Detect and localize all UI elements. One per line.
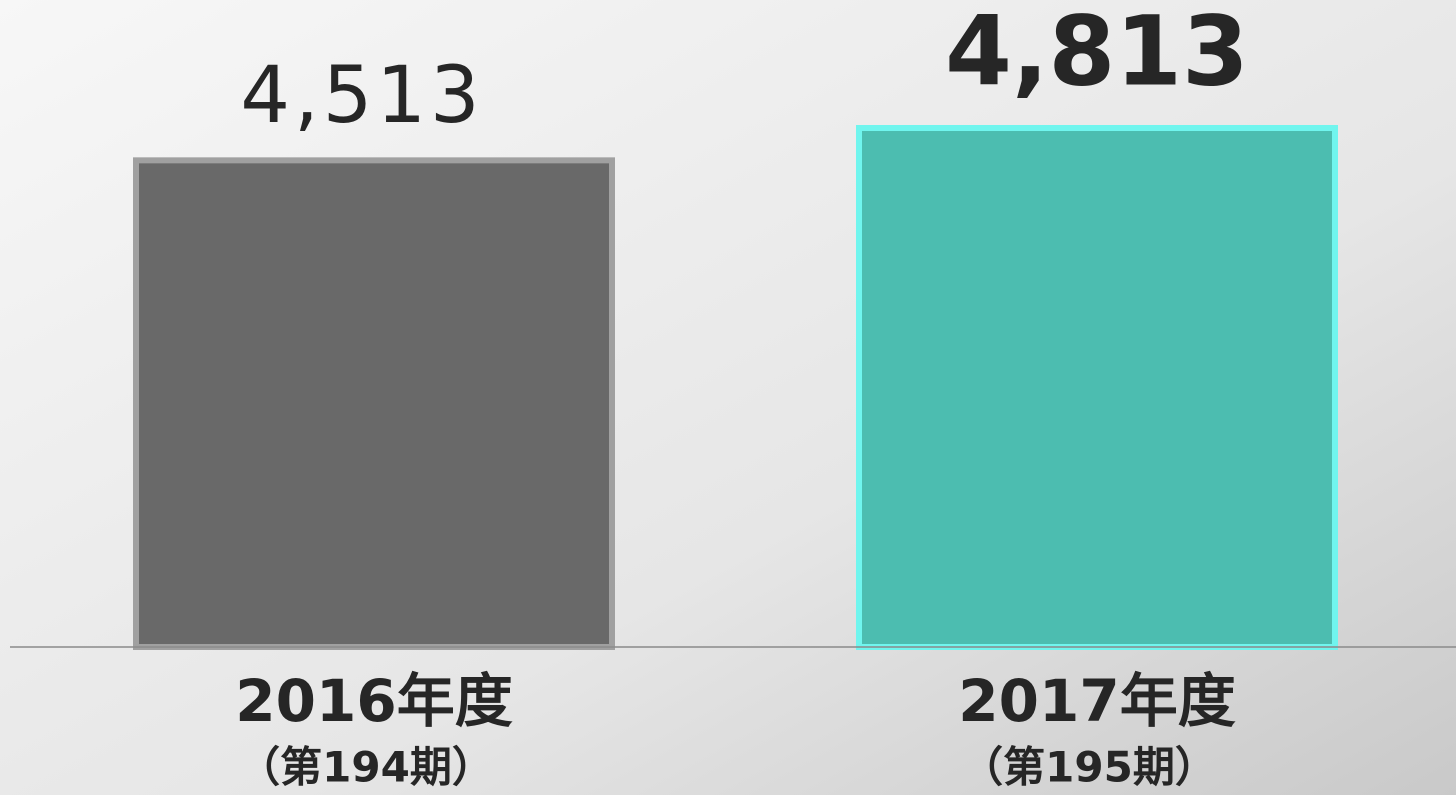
x-tick-sublabel: （第194期） (238, 743, 494, 792)
x-tick-label: 2017年度 (958, 667, 1235, 735)
x-tick-label: 2016年度 (235, 667, 512, 735)
bar (133, 157, 615, 650)
value-label: 4,513 (240, 51, 483, 141)
value-label: 4,813 (945, 0, 1249, 107)
x-tick-sublabel: （第195期） (961, 743, 1217, 792)
bar (856, 124, 1338, 650)
